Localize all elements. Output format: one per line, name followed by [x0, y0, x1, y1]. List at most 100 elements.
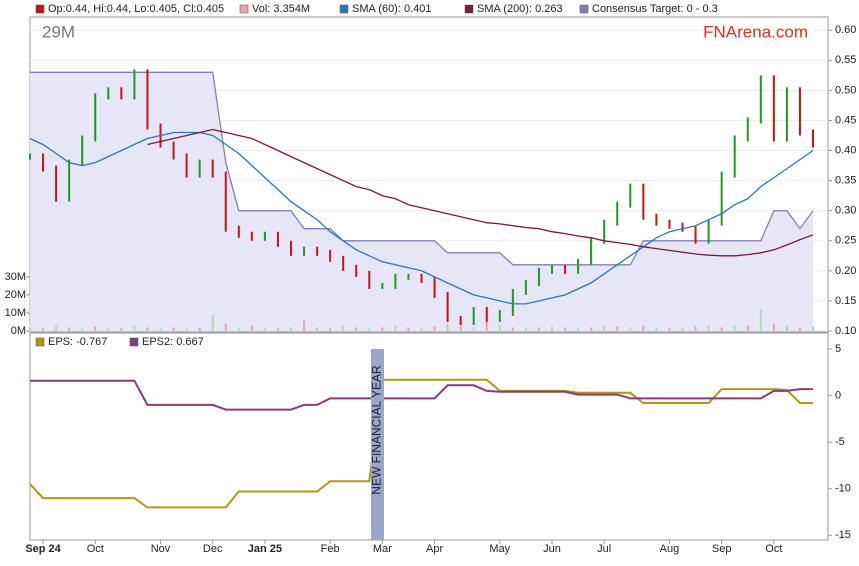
x-tick-label: Oct [765, 543, 782, 555]
volume-bar [420, 328, 423, 331]
volume-bar [524, 328, 527, 331]
volume-bar [668, 328, 671, 331]
volume-bar [590, 327, 593, 331]
volume-bar [433, 326, 436, 331]
volume-bar [303, 320, 306, 331]
volume-bar [198, 327, 201, 331]
eps-line [30, 379, 813, 411]
y-tick-label: 5 [835, 343, 841, 355]
volume-bar [537, 327, 540, 331]
volume-bar [224, 323, 227, 331]
volume-bar [368, 328, 371, 331]
y-tick-label: 0 [835, 389, 841, 401]
volume-bar [55, 325, 58, 331]
volume-bar [759, 309, 762, 331]
y-tick-label: 0.30 [835, 205, 856, 217]
volume-bar [733, 326, 736, 331]
y2-tick-label: 30M [5, 271, 26, 283]
volume-bar [120, 328, 123, 331]
volume-bar [107, 327, 110, 331]
y-tick-label: 0.25 [835, 235, 856, 247]
legend-label: Consensus Target: 0 - 0.3 [592, 3, 718, 15]
volume-bar [172, 327, 175, 331]
y2-tick-label: 0M [11, 325, 26, 337]
x-tick-label: Sep [712, 543, 732, 555]
x-tick-label: Sep 24 [25, 543, 61, 555]
y-tick-label: -5 [835, 436, 845, 448]
volume-bar [81, 328, 84, 331]
volume-bar [577, 328, 580, 331]
x-tick-label: May [489, 543, 510, 555]
financial-year-band [371, 349, 384, 540]
y-tick-label: -10 [835, 483, 851, 495]
volume-bar [146, 327, 149, 331]
volume-bar [446, 323, 449, 331]
volume-bar [355, 327, 358, 331]
x-tick-label: Aug [660, 543, 680, 555]
volume-bar [394, 325, 397, 331]
x-tick-label: Nov [151, 543, 171, 555]
volume-bar [681, 327, 684, 331]
target-line [30, 71, 814, 266]
volume-bar [746, 325, 749, 331]
y-tick-label: 0.15 [835, 295, 856, 307]
legend-swatch [339, 4, 349, 14]
volume-bar [485, 321, 488, 331]
plot-layer: 0.10 0.15 0.20 0.25 0.30 0.35 0.40 0.45 0.50 0.55… [5, 3, 857, 555]
volume-bar [629, 327, 632, 331]
y2-tick-label: 10M [5, 307, 26, 319]
volume-bar [564, 327, 567, 331]
y-tick-label: 0.35 [835, 175, 856, 187]
volume-bar [185, 328, 188, 331]
legend-label: SMA (60): 0.401 [352, 3, 432, 15]
x-tick-label: Jul [597, 543, 611, 555]
volume-bar [798, 327, 801, 331]
volume-max-label: 29M [42, 22, 75, 41]
legend-label: SMA (200): 0.263 [477, 3, 563, 15]
volume-bar [68, 327, 71, 331]
volume-bar [290, 327, 292, 331]
y-tick-label: 0.60 [835, 24, 856, 36]
y-tick-label: 0.45 [835, 114, 856, 126]
eps-line [29, 378, 813, 509]
volume-bar [381, 327, 384, 331]
y-tick-label: 0.50 [835, 84, 856, 96]
volume-bar [407, 327, 410, 331]
legend-label: Vol: 3.354M [252, 3, 310, 15]
legend-swatch [35, 4, 45, 14]
legend-swatch [129, 337, 139, 347]
volume-bar [133, 325, 136, 331]
volume-bar [812, 326, 814, 331]
legend-swatch [35, 337, 45, 347]
x-tick-label: Oct [87, 543, 104, 555]
volume-bar [211, 314, 214, 331]
legend-label: Op:0.44, Hi:0.44, Lo:0.405, Cl:0.405 [48, 3, 224, 15]
x-tick-label: Jun [543, 543, 561, 555]
volume-bar [694, 326, 697, 331]
volume-bar [642, 325, 645, 331]
legend-swatch [239, 4, 249, 14]
target-area [30, 72, 813, 332]
x-tick-label: Apr [426, 543, 443, 555]
x-tick-label: Feb [321, 543, 340, 555]
volume-bar [459, 325, 462, 331]
volume-bar [159, 328, 162, 331]
volume-bar [720, 327, 723, 331]
eps-panel [29, 332, 829, 541]
volume-bar [551, 326, 553, 331]
volume-bar [42, 328, 45, 331]
volume-bar [655, 327, 658, 331]
volume-bar [342, 325, 345, 331]
y-tick-label: 0.10 [835, 325, 856, 337]
sma-line [147, 128, 814, 257]
volume-bar [616, 326, 619, 331]
y-tick-label: 0.40 [835, 144, 856, 156]
volume-bar [29, 327, 31, 331]
annotation: NEW FINANCIAL YEAR [370, 365, 384, 495]
x-tick-label: Dec [203, 543, 223, 555]
volume-bar [329, 328, 332, 331]
volume-bar [263, 327, 266, 331]
volume-bar [94, 326, 97, 331]
x-tick-label: Mar [373, 543, 392, 555]
